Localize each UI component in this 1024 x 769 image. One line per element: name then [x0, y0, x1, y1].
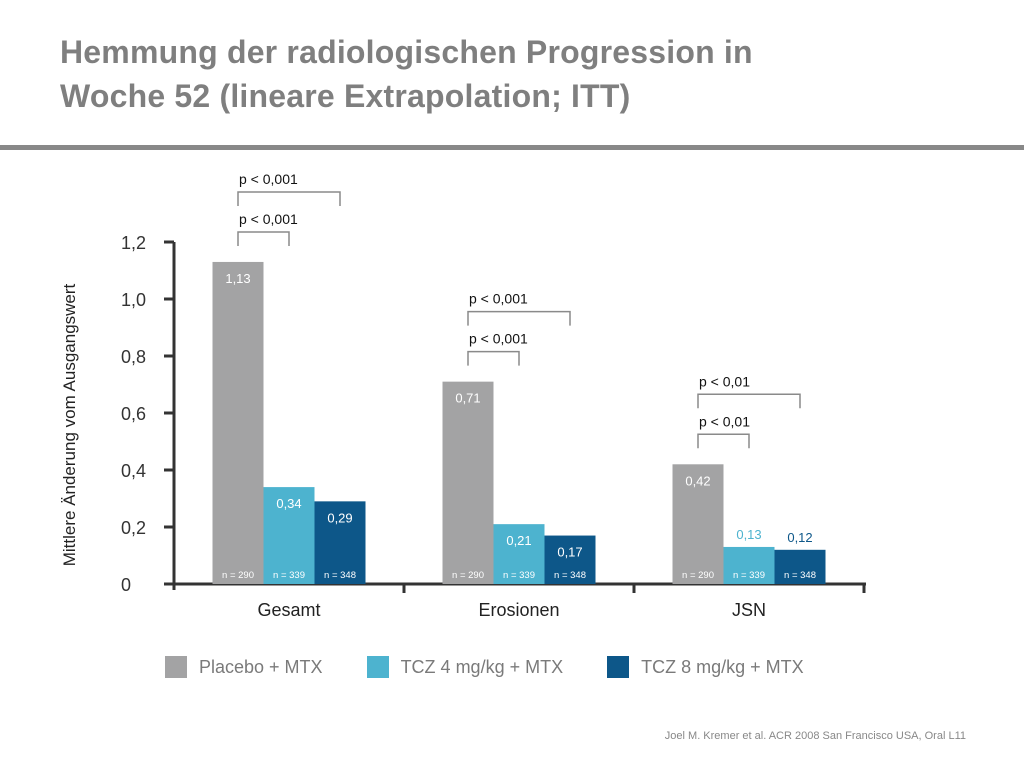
bar-value-label: 0,17 [557, 545, 582, 560]
legend-swatch-tcz8 [607, 656, 630, 678]
bar-n-label: n = 348 [324, 570, 356, 581]
source-footnote: Joel M. Kremer et al. ACR 2008 San Franc… [664, 730, 966, 742]
bar-n-label: n = 348 [784, 570, 816, 581]
significance-bracket [237, 231, 290, 246]
y-tick-label: 0,6 [121, 404, 146, 424]
bar-n-label: n = 290 [222, 570, 254, 581]
significance-label: p < 0,001 [469, 331, 528, 347]
bar-value-label: 0,29 [327, 510, 352, 525]
legend-label-tcz4: TCZ 4 mg/kg + MTX [400, 656, 564, 677]
significance-bracket [697, 393, 801, 409]
legend-label-placebo: Placebo + MTX [199, 656, 323, 677]
bar-n-label: n = 339 [273, 570, 305, 581]
y-tick-label: 1,2 [121, 233, 146, 253]
bar-n-label: n = 339 [733, 570, 765, 581]
significance-bracket [697, 433, 750, 449]
bar-n-label: n = 339 [503, 570, 535, 581]
bar [442, 381, 494, 584]
significance-bracket [467, 350, 520, 366]
y-axis-label: Mittlere Änderung vom Ausgangswert [60, 283, 79, 566]
bar-value-label: 0,42 [685, 473, 710, 488]
significance-label: p < 0,001 [239, 211, 298, 227]
bar-n-label: n = 290 [452, 570, 484, 581]
bar-value-label: 0,71 [455, 391, 480, 406]
bar-value-label: 1,13 [225, 271, 250, 286]
significance-label: p < 0,01 [699, 373, 750, 389]
bar [493, 524, 545, 584]
title-line-2: Woche 52 (lineare Extrapolation; ITT) [60, 78, 631, 114]
x-category-label: JSN [732, 600, 766, 620]
chart-legend: Placebo + MTX TCZ 4 mg/kg + MTX TCZ 8 mg… [165, 656, 848, 678]
x-category-label: Gesamt [257, 600, 320, 620]
significance-label: p < 0,001 [469, 291, 528, 307]
bar [672, 464, 724, 584]
significance-label: p < 0,001 [239, 171, 298, 187]
bar-n-label: n = 348 [554, 570, 586, 581]
significance-bracket [237, 191, 341, 206]
bar-n-label: n = 290 [682, 570, 714, 581]
title-line-1: Hemmung der radiologischen Progression i… [60, 34, 753, 70]
bar [263, 487, 315, 584]
bar [723, 546, 775, 584]
y-tick-label: 0 [121, 575, 131, 595]
bar [544, 535, 596, 584]
significance-label: p < 0,01 [699, 413, 750, 429]
y-tick-label: 1,0 [121, 290, 146, 310]
y-tick-label: 0,8 [121, 347, 146, 367]
title-divider [0, 145, 1024, 150]
bar-value-label: 0,21 [506, 533, 531, 548]
legend-item-tcz4: TCZ 4 mg/kg + MTX [366, 656, 564, 678]
bar-value-label: 0,13 [736, 527, 761, 542]
bar-value-label: 0,12 [787, 530, 812, 545]
bar [774, 549, 826, 584]
page-title: Hemmung der radiologischen Progression i… [60, 30, 960, 118]
bar [212, 261, 264, 584]
x-category-label: Erosionen [478, 600, 559, 620]
bar [314, 501, 366, 584]
significance-bracket [467, 310, 571, 326]
y-tick-label: 0,2 [121, 518, 146, 538]
bar-value-label: 0,34 [276, 496, 301, 511]
legend-swatch-placebo [165, 656, 187, 678]
legend-label-tcz8: TCZ 8 mg/kg + MTX [641, 656, 804, 677]
legend-item-placebo: Placebo + MTX [165, 656, 323, 678]
legend-item-tcz8: TCZ 8 mg/kg + MTX [607, 656, 804, 678]
y-tick-label: 0,4 [121, 461, 146, 481]
legend-swatch-tcz4 [366, 656, 389, 678]
